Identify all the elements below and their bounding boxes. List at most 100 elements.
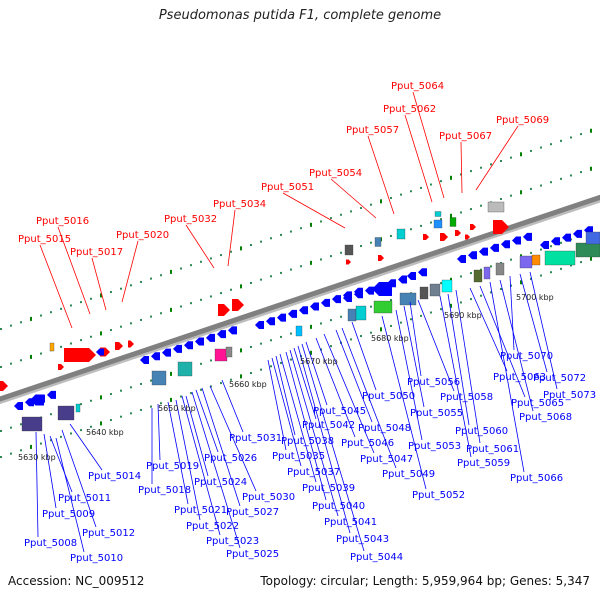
track-dot [410, 228, 412, 231]
gene-label-reverse: Pput_5031 [229, 433, 282, 444]
track-dot [520, 280, 522, 285]
track-dot [530, 251, 532, 254]
label-line [469, 287, 508, 372]
label-line [209, 385, 257, 492]
track-dot [560, 267, 562, 270]
label-line [499, 279, 534, 412]
label-line [439, 295, 472, 458]
track-dot [100, 293, 102, 298]
track-dot [460, 211, 462, 214]
label-line [293, 347, 317, 420]
label-line [175, 399, 201, 521]
track-dot [480, 294, 482, 297]
gene-label-reverse: Pput_5021 [174, 505, 227, 516]
track-dot [260, 240, 262, 243]
labels-layer: Pput_5015 Pput_5016 Pput_5017 Pput_5020 Pput… [18, 81, 596, 564]
track-dot [230, 250, 232, 253]
track-dot [470, 170, 472, 173]
track-dot [150, 315, 152, 318]
track-dot [260, 278, 262, 281]
gene-label-reverse: Pput_5073 [543, 390, 596, 401]
feature-box [374, 237, 382, 247]
label-line [55, 437, 85, 553]
track-dot [240, 246, 242, 251]
track-dot [100, 331, 102, 336]
label-line [341, 327, 397, 469]
label-line [447, 293, 470, 426]
gene-label-reverse: Pput_5014 [88, 471, 141, 482]
label-line [315, 337, 356, 438]
label-line [69, 423, 103, 471]
feature-box [441, 279, 453, 293]
track-dot [390, 234, 392, 237]
gene-label-reverse: Pput_5019 [146, 461, 199, 472]
track-dot [230, 378, 232, 381]
track-dot [240, 284, 242, 289]
track-dot [20, 359, 22, 362]
track-dot [360, 335, 362, 338]
label-line [351, 321, 377, 391]
gene-label-reverse: Pput_5012 [82, 528, 135, 539]
track-dot [460, 301, 462, 304]
gene-label-forward: Pput_5016 [36, 216, 89, 227]
track-dot [270, 275, 272, 278]
gene-label-forward: Pput_5020 [116, 230, 169, 241]
track-dot [230, 288, 232, 291]
track-dot [250, 282, 252, 284]
gene-label-reverse: Pput_5070 [500, 351, 553, 362]
feature-box [519, 255, 533, 269]
forward-gene [128, 340, 134, 348]
track-dot [200, 298, 202, 301]
track-dot [480, 268, 482, 271]
gene-label-reverse: Pput_5056 [407, 377, 460, 388]
label-line [227, 209, 236, 267]
tick-label: 5700 kbp [516, 293, 554, 302]
track-dot [100, 421, 102, 426]
label-line [323, 333, 375, 454]
track-dot [330, 217, 332, 220]
reverse-gene [310, 302, 319, 311]
reverse-gene [195, 337, 204, 346]
reverse-gene [140, 356, 149, 364]
track-dot [470, 272, 472, 275]
track-dot [430, 221, 432, 224]
gene-label-reverse: Pput_5065 [511, 398, 564, 409]
label-line [479, 285, 526, 398]
track-dot [300, 265, 302, 268]
reverse-gene [457, 255, 466, 263]
label-line [455, 289, 481, 444]
label-line [282, 192, 346, 229]
gene-label-reverse: Pput_5055 [410, 408, 463, 419]
track-dot [480, 204, 482, 207]
track-dot [450, 175, 452, 180]
track-dot [120, 415, 122, 418]
tick-label: 5670 kbp [300, 357, 338, 366]
track-dot [80, 301, 82, 304]
track-dot [390, 298, 392, 301]
track-dot [560, 177, 562, 180]
gene-label-reverse: Pput_5044 [350, 552, 403, 563]
gene-label-forward: Pput_5032 [164, 214, 217, 225]
forward-gene [465, 234, 470, 240]
forward-gene [58, 364, 64, 370]
forward-gene [218, 304, 230, 316]
track-dot [160, 312, 162, 315]
track-dot [330, 255, 332, 258]
gene-label-reverse: Pput_5049 [382, 469, 435, 480]
track-dot [200, 362, 202, 365]
track-dot [130, 322, 132, 325]
label-lines-layer [35, 91, 558, 553]
label-line [57, 226, 91, 315]
track-dot [540, 274, 542, 277]
track-dot [370, 241, 372, 244]
feature-box [495, 262, 505, 276]
gene-label-reverse: Pput_5050 [362, 391, 415, 402]
track-dot [50, 413, 52, 416]
reverse-gene [206, 333, 215, 342]
track-dot [60, 345, 62, 348]
label-line [285, 351, 327, 501]
track-dot [130, 386, 132, 389]
track-dot [0, 328, 2, 330]
gene-label-reverse: Pput_5041 [324, 517, 377, 528]
feature-box [57, 405, 75, 421]
